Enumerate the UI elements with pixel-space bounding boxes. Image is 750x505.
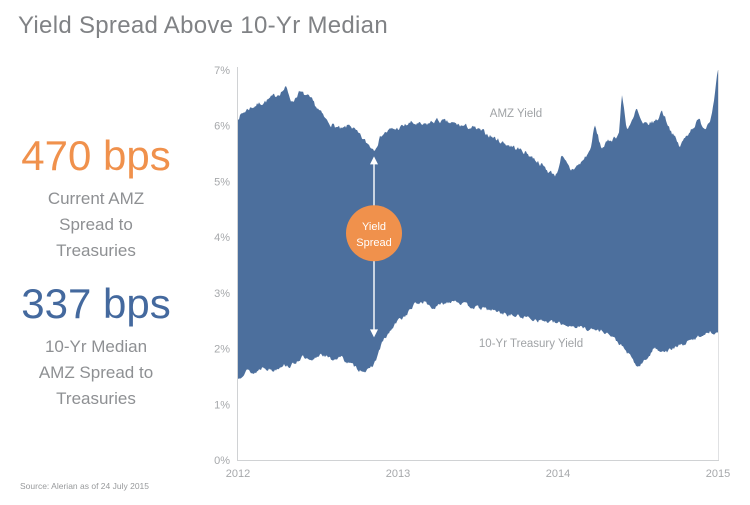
x-tick-label: 2013 [386, 468, 410, 480]
yield-spread-annotation-label-line2: Spread [356, 237, 391, 249]
x-tick-label: 2014 [546, 468, 570, 480]
y-tick-label: 4% [214, 232, 230, 244]
stat-label-line: Current AMZ [47, 189, 145, 209]
yield-band-area [238, 70, 718, 379]
spread-arrow-down-head-icon [370, 329, 378, 338]
amz-yield-series-label: AMZ Yield [490, 108, 542, 120]
stat-median-spread-label: 10-Yr Median AMZ Spread to Treasuries [0, 334, 192, 412]
y-tick-label: 0% [214, 455, 230, 467]
stat-current-spread-label: Current AMZ Spread to Treasuries [0, 186, 192, 264]
stat-label-line: Treasuries [56, 241, 136, 261]
yield-spread-annotation-label-line1: Yield [362, 221, 386, 233]
stat-current-spread-value: 470 bps [21, 132, 171, 179]
y-tick-label: 3% [214, 288, 230, 300]
y-tick-label: 5% [214, 176, 230, 188]
page-title: Yield Spread Above 10-Yr Median [18, 12, 388, 39]
y-tick-label: 6% [214, 121, 230, 133]
x-tick-label: 2012 [226, 468, 250, 480]
yield-spread-badge [346, 205, 402, 262]
stat-label-line: AMZ Spread to [38, 363, 154, 383]
source-note: Source: Alerian as of 24 July 2015 [20, 481, 149, 491]
stat-current-spread: 470 bps Current AMZ Spread to Treasuries [0, 133, 192, 264]
stat-label-line: Spread to [59, 215, 133, 235]
stat-median-spread-value: 337 bps [21, 280, 171, 327]
stat-label-line: Treasuries [56, 389, 136, 409]
x-tick-label: 2015 [706, 468, 730, 480]
y-tick-label: 7% [214, 65, 230, 77]
y-tick-label: 2% [214, 344, 230, 356]
stat-median-spread: 337 bps 10-Yr Median AMZ Spread to Treas… [0, 281, 192, 412]
spread-arrow-up-head-icon [370, 156, 378, 165]
stat-label-line: 10-Yr Median [44, 337, 148, 357]
y-tick-label: 1% [214, 399, 230, 411]
treasury-yield-series-label: 10-Yr Treasury Yield [479, 338, 583, 350]
